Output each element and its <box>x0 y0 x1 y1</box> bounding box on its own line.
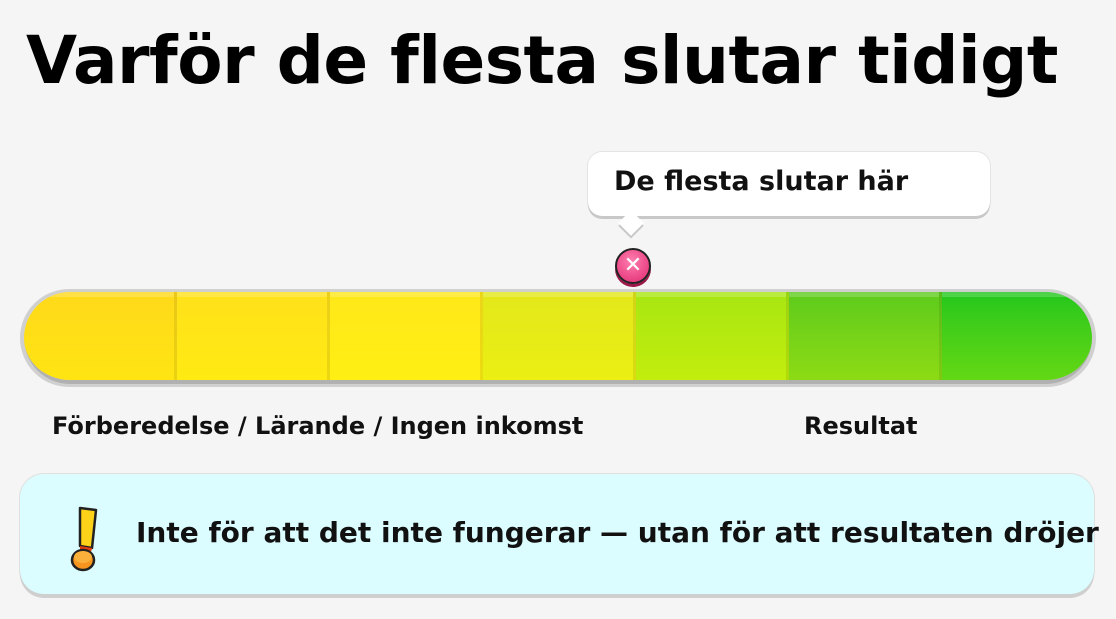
progress-segment-7 <box>942 292 1092 380</box>
stage-label-result: Resultat <box>804 412 918 440</box>
progress-segment-4 <box>483 292 636 380</box>
note-text: Inte för att det inte fungerar — utan fö… <box>136 516 1099 549</box>
x-circle-icon: ✕ <box>615 248 651 284</box>
progress-bar <box>20 289 1096 387</box>
progress-segment-2 <box>177 292 330 380</box>
callout-bubble: De flesta slutar här <box>588 152 990 216</box>
progress-segment-6 <box>789 292 942 380</box>
progress-segment-3 <box>330 292 483 380</box>
progress-segment-1 <box>24 292 177 380</box>
callout-text: De flesta slutar här <box>614 166 909 197</box>
info-note: Inte för att det inte fungerar — utan fö… <box>20 474 1099 594</box>
stage-label-start: Förberedelse / Lärande / Ingen inkomst <box>52 412 584 440</box>
progress-segment-5 <box>636 292 789 380</box>
exclamation-icon <box>70 506 98 572</box>
page-title: Varför de flesta slutar tidigt <box>26 22 1058 99</box>
progress-bar-track <box>24 292 1092 384</box>
